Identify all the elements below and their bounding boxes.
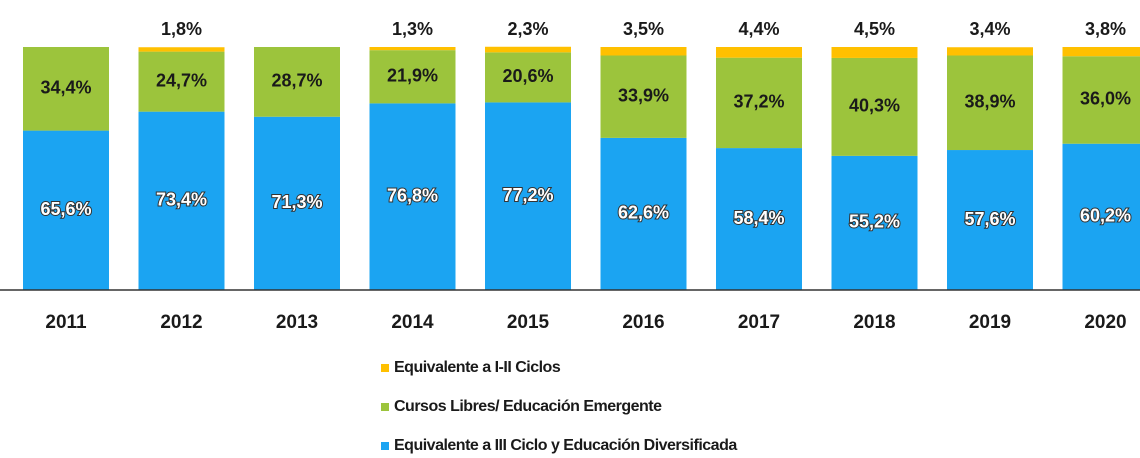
- legend-label: Equivalente a I-II Ciclos: [394, 359, 561, 376]
- bar-segment: [1062, 56, 1140, 144]
- bar-segment: [600, 47, 687, 56]
- data-label: 1,8%: [161, 19, 202, 39]
- data-label: 55,2%: [849, 212, 900, 232]
- data-label: 28,7%: [271, 71, 322, 91]
- data-label: 33,9%: [618, 85, 669, 105]
- data-label: 71,3%: [271, 192, 322, 212]
- data-label: 4,4%: [738, 19, 779, 39]
- bar-segment: [716, 47, 802, 58]
- data-label: 4,5%: [854, 19, 895, 39]
- bar-segment: [600, 55, 687, 138]
- bar-segment: [254, 116, 340, 290]
- legend-label: Cursos Libres/ Educación Emergente: [394, 398, 662, 415]
- bar-segment: [23, 130, 109, 290]
- x-tick-label: 2017: [738, 312, 780, 333]
- data-label: 3,8%: [1085, 19, 1126, 39]
- bar-segment: [947, 150, 1033, 290]
- x-tick-label: 2018: [853, 312, 895, 333]
- bar-segment: [716, 148, 802, 290]
- bar-segment: [831, 47, 918, 58]
- data-label: 3,4%: [969, 19, 1010, 39]
- data-label: 60,2%: [1080, 206, 1131, 226]
- data-label: 3,5%: [623, 19, 664, 39]
- data-label: 62,6%: [618, 203, 669, 223]
- x-tick-label: 2011: [45, 312, 87, 333]
- data-label: 34,4%: [40, 78, 91, 98]
- bar-segment: [600, 137, 687, 290]
- x-tick-label: 2020: [1084, 312, 1126, 333]
- bar-segment: [369, 103, 456, 290]
- bar-segment: [485, 46, 571, 53]
- bar-segment: [369, 47, 456, 51]
- bar-segment: [716, 57, 802, 149]
- bar-segment: [485, 52, 571, 103]
- data-label: 65,6%: [40, 199, 91, 219]
- data-label: 20,6%: [502, 66, 553, 86]
- x-tick-label: 2014: [391, 312, 434, 333]
- bar-segment: [947, 47, 1033, 56]
- bar-segment: [138, 111, 225, 290]
- bar-segment: [947, 55, 1033, 151]
- data-label: 37,2%: [733, 92, 784, 112]
- bar-segment: [485, 102, 571, 291]
- data-label: 1,3%: [392, 19, 433, 39]
- data-label: 38,9%: [964, 92, 1015, 112]
- bar-segment: [831, 57, 918, 156]
- bar-segment: [1062, 143, 1140, 290]
- bar-segment: [138, 47, 225, 52]
- legend-swatch: [381, 364, 389, 372]
- data-label: 58,4%: [733, 208, 784, 228]
- bar-segment: [369, 50, 456, 104]
- data-label: 57,6%: [964, 209, 1015, 229]
- data-label: 40,3%: [849, 96, 900, 116]
- data-label: 36,0%: [1080, 89, 1131, 109]
- data-label: 24,7%: [156, 70, 207, 90]
- data-label: 21,9%: [387, 66, 438, 86]
- x-tick-label: 2012: [160, 312, 202, 333]
- legend-label: Equivalente a III Ciclo y Educación Dive…: [394, 437, 737, 454]
- data-label: 73,4%: [156, 190, 207, 210]
- bar-segment: [1062, 47, 1140, 57]
- data-label: 77,2%: [502, 185, 553, 205]
- x-tick-label: 2015: [507, 312, 550, 333]
- data-label: 76,8%: [387, 185, 438, 205]
- x-tick-label: 2013: [276, 312, 318, 333]
- legend-swatch: [381, 442, 389, 450]
- data-label: 2,3%: [507, 19, 548, 39]
- x-tick-label: 2016: [622, 312, 664, 333]
- x-tick-label: 2019: [969, 312, 1011, 333]
- bar-segment: [254, 47, 340, 117]
- bar-segment: [138, 51, 225, 112]
- bar-segment: [23, 47, 109, 131]
- bar-segment: [831, 155, 918, 290]
- legend-swatch: [381, 403, 389, 411]
